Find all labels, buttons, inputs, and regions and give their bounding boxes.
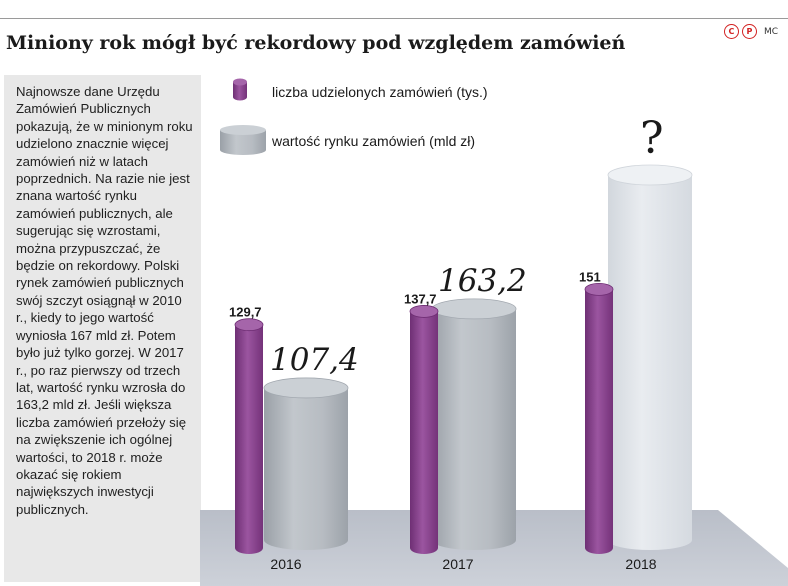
description-box: Najnowsze dane Urzędu Zamówień Publiczny… bbox=[4, 75, 201, 582]
legend-value-swatch bbox=[220, 130, 266, 155]
value-cylinder-2017-top bbox=[431, 298, 517, 320]
count-cylinder-2018 bbox=[584, 282, 614, 554]
category-label-2017: 2017 bbox=[442, 556, 473, 572]
count-cylinder-2018-top bbox=[584, 282, 614, 296]
legend-count-label: liczba udzielonych zamówień (tys.) bbox=[272, 84, 488, 100]
legend: liczba udzielonych zamówień (tys.) wartoś… bbox=[220, 78, 488, 155]
value-label-2018: ? bbox=[640, 113, 664, 164]
author-initials: MC bbox=[763, 26, 778, 37]
count-cylinder-2018-body bbox=[585, 289, 613, 554]
value-cylinder-2017 bbox=[431, 298, 517, 550]
brand-logo: C P MC bbox=[723, 24, 778, 39]
page-title: Miniony rok mógł być rekordowy pod wzglę… bbox=[6, 32, 626, 54]
category-label-2016: 2016 bbox=[270, 556, 301, 572]
value-cylinder-2018-body bbox=[608, 175, 692, 550]
count-cylinder-2017-top bbox=[409, 305, 439, 318]
legend-count-swatch bbox=[233, 82, 247, 101]
value-cylinder-2016-top bbox=[263, 377, 349, 399]
top-rule bbox=[0, 18, 788, 19]
legend-count-swatch-top bbox=[233, 78, 247, 86]
value-label-2016: 107,4 bbox=[270, 342, 359, 378]
value-cylinder-2018-top bbox=[607, 164, 693, 186]
category-label-2018: 2018 bbox=[625, 556, 656, 572]
count-label-2017: 137,7 bbox=[404, 291, 437, 306]
count-cylinder-2017 bbox=[409, 305, 439, 554]
value-cylinder-2016 bbox=[263, 377, 349, 550]
count-label-2016: 129,7 bbox=[229, 305, 262, 320]
brand-letter-c: C bbox=[723, 24, 739, 39]
brand-letter-p: P bbox=[741, 24, 757, 39]
count-cylinder-2017-body bbox=[410, 311, 438, 554]
count-label-2018: 151 bbox=[579, 269, 601, 284]
count-cylinder-2016-body bbox=[235, 324, 263, 554]
bars-group bbox=[234, 164, 693, 554]
description-text: Najnowsze dane Urzędu Zamówień Publiczny… bbox=[16, 84, 193, 517]
value-cylinder-2017-body bbox=[432, 308, 516, 550]
value-cylinder-2016-body bbox=[264, 387, 348, 550]
legend-value-label: wartość rynku zamówień (mld zł) bbox=[271, 133, 475, 149]
legend-item-value: wartość rynku zamówień (mld zł) bbox=[220, 125, 475, 155]
count-cylinder-2016-top bbox=[234, 318, 264, 332]
value-cylinder-2018 bbox=[607, 164, 693, 550]
count-cylinder-2016 bbox=[234, 318, 264, 554]
legend-item-count: liczba udzielonych zamówień (tys.) bbox=[233, 78, 488, 101]
legend-value-swatch-top bbox=[220, 125, 266, 135]
value-label-2017: 163,2 bbox=[438, 263, 527, 299]
